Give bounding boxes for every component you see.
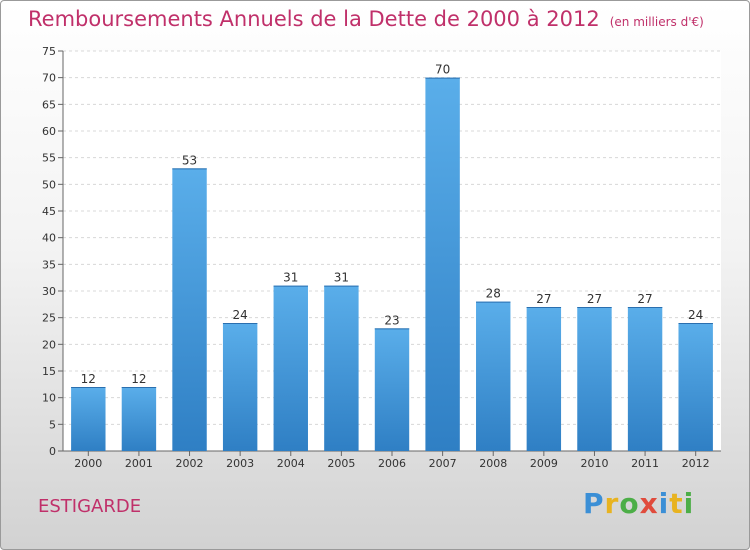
x-tick-label: 2009 (530, 457, 558, 470)
x-tick-label: 2002 (176, 457, 204, 470)
x-tick-label: 2005 (327, 457, 355, 470)
bar-2002 (172, 168, 207, 452)
x-tick-label: 2004 (277, 457, 305, 470)
logo-letter: t (669, 487, 684, 520)
value-label-2010: 27 (587, 292, 602, 306)
bar-2003 (222, 323, 258, 451)
y-tick-label: 45 (42, 205, 56, 218)
bar-2009 (526, 307, 562, 451)
value-label-2000: 12 (81, 372, 96, 386)
y-tick-label: 35 (42, 258, 56, 271)
value-label-2012: 24 (688, 308, 703, 322)
y-tick-label: 15 (42, 365, 56, 378)
proxiti-logo: Proxiti (583, 487, 694, 520)
x-tick-label: 2000 (74, 457, 102, 470)
value-label-2011: 27 (637, 292, 652, 306)
y-tick-label: 0 (49, 445, 56, 458)
x-tick-label: 2012 (682, 457, 710, 470)
bar-2005 (324, 285, 359, 451)
bar-2006 (374, 328, 410, 451)
logo-letter: P (583, 487, 605, 520)
y-tick-label: 55 (42, 152, 56, 165)
x-tick-label: 2008 (479, 457, 507, 470)
logo-letter: r (604, 487, 620, 520)
y-tick-label: 60 (42, 125, 56, 138)
x-tick-label: 2003 (226, 457, 254, 470)
value-label-2009: 27 (536, 292, 551, 306)
chart-subtitle: (en milliers d'€) (609, 15, 704, 29)
value-label-2001: 12 (131, 372, 146, 386)
value-label-2002: 53 (182, 153, 197, 167)
y-tick-label: 10 (42, 392, 56, 405)
bar-2010 (577, 307, 612, 451)
y-tick-label: 20 (42, 338, 56, 351)
value-label-2005: 31 (334, 271, 349, 285)
logo-letter: o (619, 487, 640, 520)
x-tick-label: 2007 (429, 457, 457, 470)
y-tick-label: 5 (49, 418, 56, 431)
chart-title-text: Remboursements Annuels de la Dette de 20… (28, 7, 600, 31)
bar-2008 (476, 301, 511, 451)
logo-letter: i (658, 487, 670, 520)
bar-2004 (273, 285, 308, 451)
x-tick-label: 2006 (378, 457, 406, 470)
y-tick-label: 30 (42, 285, 56, 298)
y-tick-label: 65 (42, 98, 56, 111)
value-label-2007: 70 (435, 63, 450, 77)
logo-letter: i (683, 487, 695, 520)
x-tick-label: 2011 (631, 457, 659, 470)
value-label-2004: 31 (283, 271, 298, 285)
bar-2001 (121, 387, 157, 451)
value-label-2003: 24 (233, 308, 248, 322)
y-tick-label: 70 (42, 72, 56, 85)
chart-title: Remboursements Annuels de la Dette de 20… (28, 7, 704, 31)
town-name: ESTIGARDE (38, 496, 142, 517)
y-tick-label: 40 (42, 232, 56, 245)
value-label-2006: 23 (384, 313, 399, 327)
x-tick-label: 2010 (580, 457, 608, 470)
y-tick-label: 25 (42, 312, 56, 325)
bar-2012 (678, 323, 713, 451)
bar-2011 (627, 307, 663, 451)
bar-2000 (71, 387, 106, 451)
x-tick-label: 2001 (125, 457, 153, 470)
logo-letter: x (639, 487, 659, 520)
y-tick-label: 50 (42, 178, 56, 191)
y-tick-label: 75 (42, 45, 56, 58)
bar-2007 (425, 77, 460, 452)
value-label-2008: 28 (486, 287, 501, 301)
